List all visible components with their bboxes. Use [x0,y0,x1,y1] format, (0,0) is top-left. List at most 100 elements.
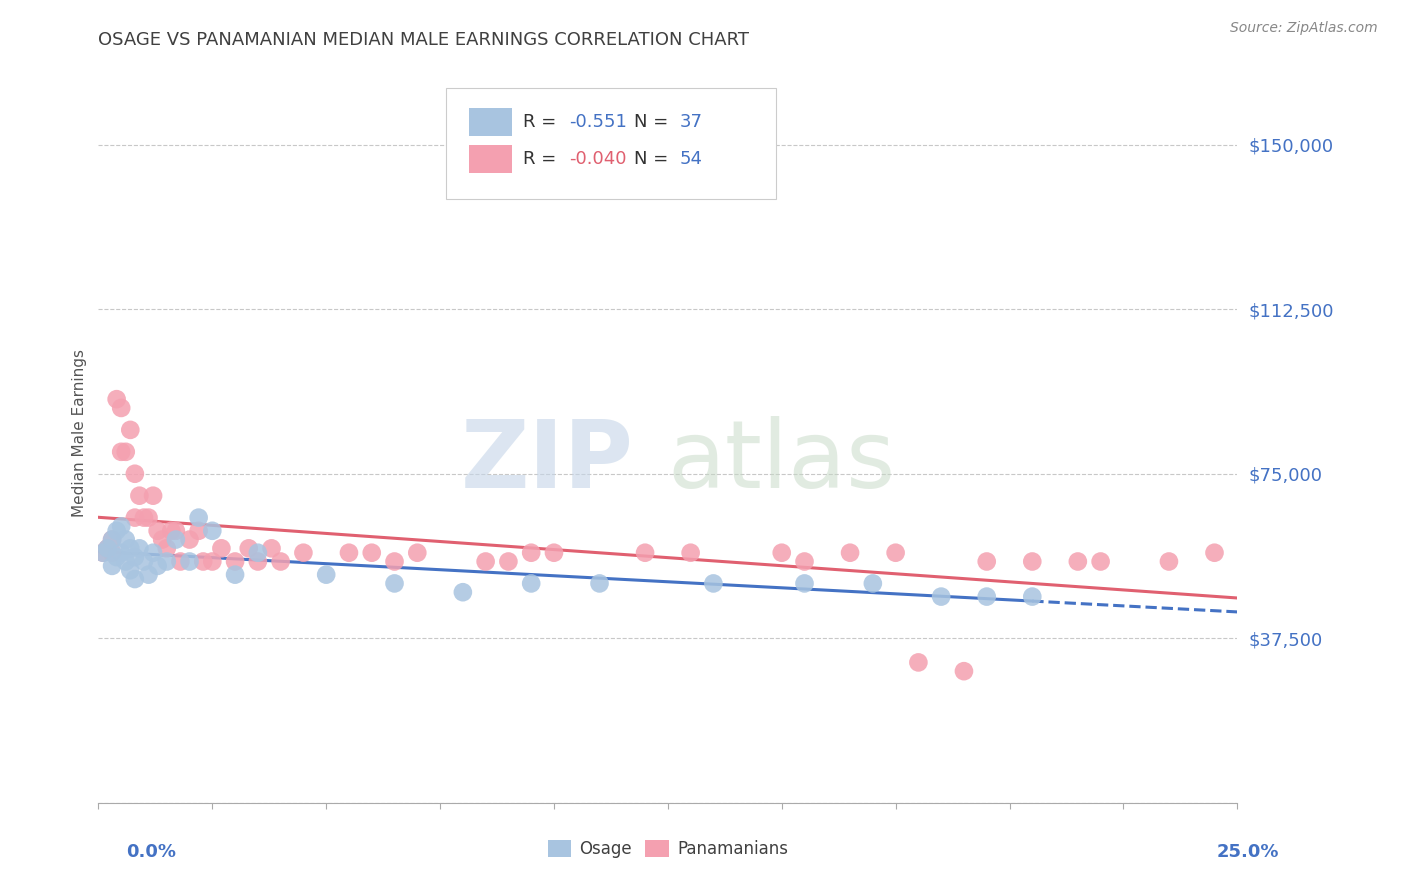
Point [128,489,150,503]
Point [1021,554,1043,568]
Point [101,546,124,560]
Point [146,524,169,538]
Point [91,546,114,560]
Point [142,489,165,503]
Point [793,576,815,591]
Point [862,576,884,591]
Point [702,576,724,591]
Legend: Osage, Panamanians: Osage, Panamanians [541,833,794,865]
Point [384,554,406,568]
Point [201,554,224,568]
Text: 0.0%: 0.0% [127,843,177,861]
Point [110,519,132,533]
Point [142,546,165,560]
Point [224,567,246,582]
Text: OSAGE VS PANAMANIAN MEDIAN MALE EARNINGS CORRELATION CHART: OSAGE VS PANAMANIAN MEDIAN MALE EARNINGS… [98,31,749,49]
Text: atlas: atlas [668,417,896,508]
Point [124,550,146,565]
Point [138,510,160,524]
Text: 54: 54 [679,150,702,168]
Point [156,541,179,556]
Point [679,546,702,560]
Point [1067,554,1090,568]
Text: 25.0%: 25.0% [1218,843,1279,861]
Point [187,510,209,524]
Point [238,541,260,556]
Point [976,554,998,568]
Point [120,541,142,556]
Point [114,554,136,568]
Point [976,590,998,604]
Point [120,423,142,437]
Point [138,567,160,582]
Point [1157,554,1180,568]
FancyBboxPatch shape [468,145,512,173]
Point [165,524,187,538]
Point [929,590,952,604]
Point [1204,546,1226,560]
Point [337,546,360,560]
Point [105,392,128,406]
Point [498,554,520,568]
Point [260,541,283,556]
Point [770,546,793,560]
Point [114,533,136,547]
Point [315,567,337,582]
Point [91,546,114,560]
Point [96,541,118,556]
Text: R =: R = [523,112,562,130]
Point [124,467,146,481]
Point [124,572,146,586]
Point [165,533,187,547]
Point [406,546,429,560]
Text: Source: ZipAtlas.com: Source: ZipAtlas.com [1230,21,1378,35]
Point [907,656,929,670]
Point [105,550,128,565]
Text: R =: R = [523,150,562,168]
Point [953,664,976,678]
Point [179,554,201,568]
Point [588,576,610,591]
Point [96,541,118,556]
Text: ZIP: ZIP [461,417,634,508]
Point [201,524,224,538]
Point [634,546,657,560]
Y-axis label: Median Male Earnings: Median Male Earnings [72,349,87,516]
Point [110,546,132,560]
FancyBboxPatch shape [446,88,776,200]
Point [451,585,474,599]
Point [520,576,543,591]
Point [110,445,132,459]
Point [793,554,815,568]
Point [270,554,292,568]
Point [292,546,315,560]
Point [101,533,124,547]
Point [105,524,128,538]
Text: N =: N = [634,150,673,168]
Point [224,554,246,568]
Point [1021,590,1043,604]
Text: -0.040: -0.040 [569,150,626,168]
Point [520,546,543,560]
Point [110,401,132,415]
Point [124,510,146,524]
Point [101,533,124,547]
Point [543,546,565,560]
Point [193,554,215,568]
Point [839,546,862,560]
Point [246,546,269,560]
Text: 37: 37 [679,112,702,130]
FancyBboxPatch shape [468,108,512,136]
Point [187,524,209,538]
Point [101,558,124,573]
Point [384,576,406,591]
Point [209,541,232,556]
Point [150,533,173,547]
Point [132,554,155,568]
Point [884,546,907,560]
Text: N =: N = [634,112,673,130]
Point [169,554,191,568]
Point [360,546,382,560]
Point [146,558,169,573]
Point [179,533,201,547]
